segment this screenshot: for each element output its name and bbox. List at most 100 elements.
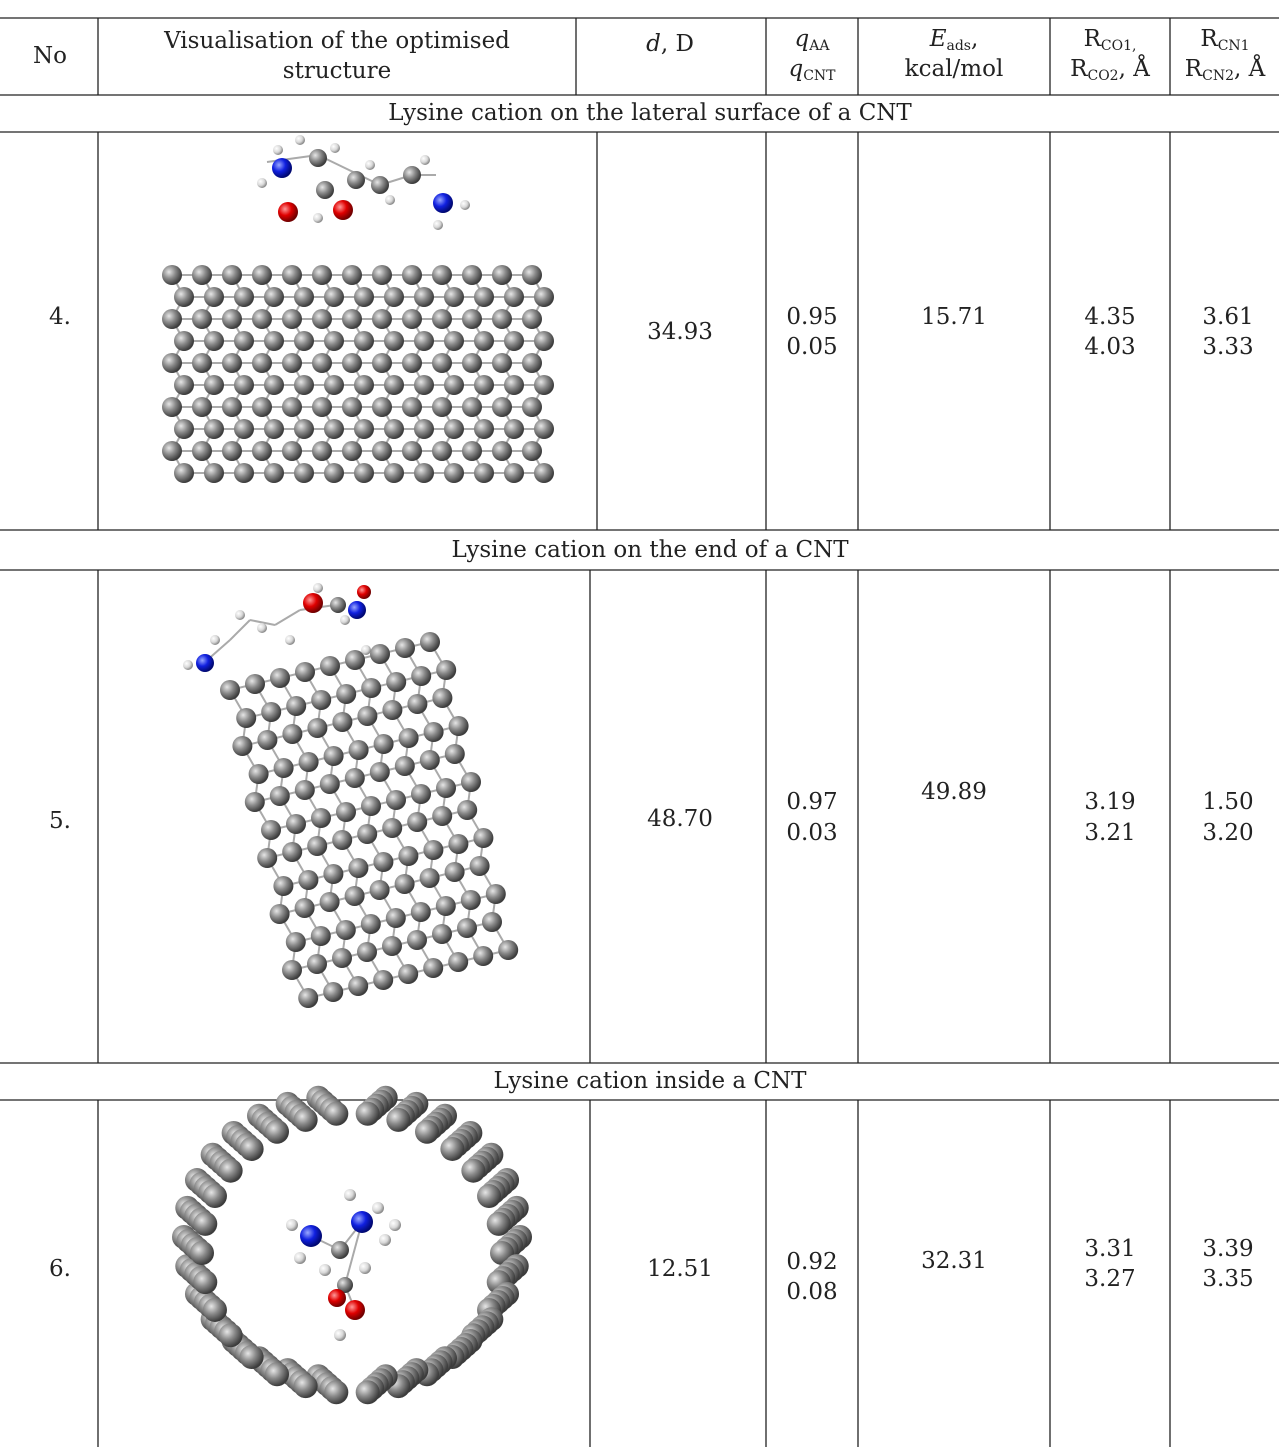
atom — [295, 662, 315, 682]
atom — [348, 601, 366, 619]
r-co-value: 4.35 — [1084, 304, 1135, 330]
atom — [449, 716, 469, 736]
atom — [395, 638, 415, 658]
atom — [307, 836, 327, 856]
atom — [372, 1202, 384, 1214]
atom — [270, 786, 290, 806]
atom — [252, 441, 272, 461]
atom — [249, 764, 269, 784]
atom — [402, 265, 422, 285]
atom — [492, 441, 512, 461]
atom — [274, 758, 294, 778]
atom — [162, 309, 182, 329]
atom — [174, 463, 194, 483]
section-title: Lysine cation on the lateral surface of … — [388, 100, 912, 126]
atom — [411, 666, 431, 686]
atom — [414, 419, 434, 439]
atom — [420, 155, 430, 165]
atom — [257, 178, 267, 188]
atom — [294, 1252, 306, 1264]
atom — [328, 1289, 346, 1307]
atom — [282, 960, 302, 980]
atom — [222, 441, 242, 461]
energy-value: 49.89 — [921, 779, 987, 805]
atom — [286, 932, 306, 952]
atom — [492, 265, 512, 285]
atom — [504, 463, 524, 483]
charge-value: 0.03 — [786, 820, 837, 846]
atom — [265, 1362, 289, 1386]
atom — [462, 353, 482, 373]
atom — [522, 309, 542, 329]
atom — [462, 397, 482, 417]
atom — [324, 331, 344, 351]
atom — [240, 1345, 264, 1369]
atom — [192, 309, 212, 329]
atom — [312, 309, 332, 329]
header-charge: qCNT — [788, 56, 836, 84]
atom — [372, 265, 392, 285]
header-no: No — [33, 43, 67, 69]
atom — [432, 441, 452, 461]
atom — [351, 1211, 373, 1233]
atom — [373, 970, 393, 990]
atom — [473, 828, 493, 848]
atom — [361, 645, 371, 655]
atom — [415, 1120, 439, 1144]
atom — [382, 936, 402, 956]
atom — [474, 287, 494, 307]
atom — [414, 331, 434, 351]
atom — [534, 331, 554, 351]
atom — [534, 419, 554, 439]
atom — [192, 397, 212, 417]
atom — [444, 331, 464, 351]
atom — [445, 744, 465, 764]
atom — [324, 1102, 348, 1126]
atom — [319, 1264, 331, 1276]
atom — [370, 644, 390, 664]
atom — [196, 654, 214, 672]
atom — [460, 200, 470, 210]
atom — [345, 886, 365, 906]
atom — [398, 846, 418, 866]
atom — [432, 353, 452, 373]
atom — [432, 309, 452, 329]
r-co-value: 3.27 — [1084, 1266, 1135, 1292]
atom — [252, 265, 272, 285]
atom — [220, 680, 240, 700]
section-title: Lysine cation on the end of a CNT — [451, 537, 849, 563]
atom — [372, 309, 392, 329]
atom — [324, 463, 344, 483]
atom — [411, 784, 431, 804]
atom — [294, 375, 314, 395]
row-number: 6. — [49, 1256, 71, 1282]
atom — [203, 1298, 227, 1322]
atom — [444, 375, 464, 395]
atom — [270, 668, 290, 688]
atom — [311, 690, 331, 710]
atom — [486, 884, 506, 904]
header-r-cn: RCN2, Å — [1185, 54, 1266, 84]
atom — [264, 419, 284, 439]
charge-value: 0.92 — [786, 1249, 837, 1275]
atom — [332, 948, 352, 968]
atom — [282, 842, 302, 862]
r-co-value: 3.21 — [1084, 820, 1135, 846]
charge-value: 0.08 — [786, 1279, 837, 1305]
atom — [234, 287, 254, 307]
atom — [424, 722, 444, 742]
r-cn-value: 3.39 — [1202, 1236, 1253, 1262]
atom — [273, 876, 293, 896]
bond — [275, 610, 300, 625]
atom — [261, 702, 281, 722]
atom — [372, 441, 392, 461]
atom — [340, 615, 350, 625]
atom — [261, 820, 281, 840]
atom — [295, 898, 315, 918]
atom — [320, 774, 340, 794]
atom — [420, 868, 440, 888]
atom — [282, 309, 302, 329]
atom — [423, 840, 443, 860]
atom — [174, 287, 194, 307]
atom — [252, 309, 272, 329]
